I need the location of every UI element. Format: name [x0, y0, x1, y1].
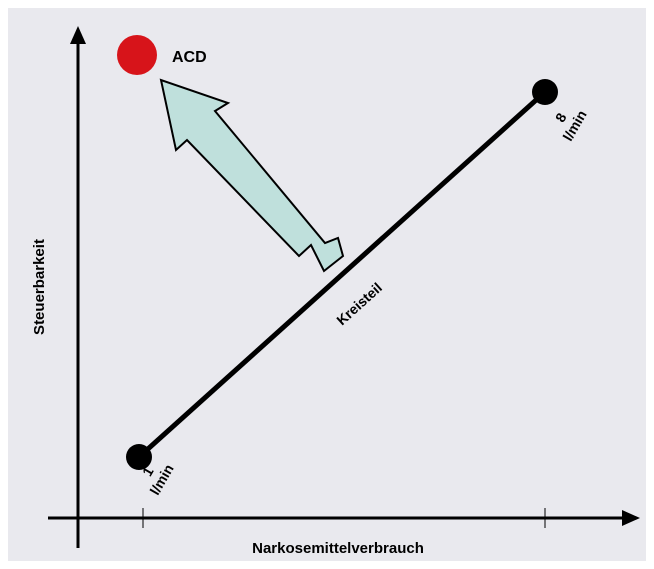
acd-label: ACD	[172, 49, 207, 66]
start-point-dot	[126, 444, 152, 470]
end-point-label: 8 l/min	[552, 107, 590, 143]
x-axis-label: Narkosemittelverbrauch	[252, 540, 424, 557]
direction-arrow	[159, 78, 345, 273]
kreisteil-line	[137, 90, 547, 459]
y-axis-label: Steuerbarkeit	[31, 239, 48, 335]
kreisteil-label: Kreisteil	[333, 279, 385, 328]
end-point-dot	[532, 79, 558, 105]
end-point-unit: l/min	[560, 107, 590, 143]
x-axis-arrowhead	[622, 510, 640, 526]
y-axis-arrowhead	[70, 26, 86, 44]
acd-dot	[117, 35, 157, 75]
start-point-unit: l/min	[147, 461, 177, 497]
